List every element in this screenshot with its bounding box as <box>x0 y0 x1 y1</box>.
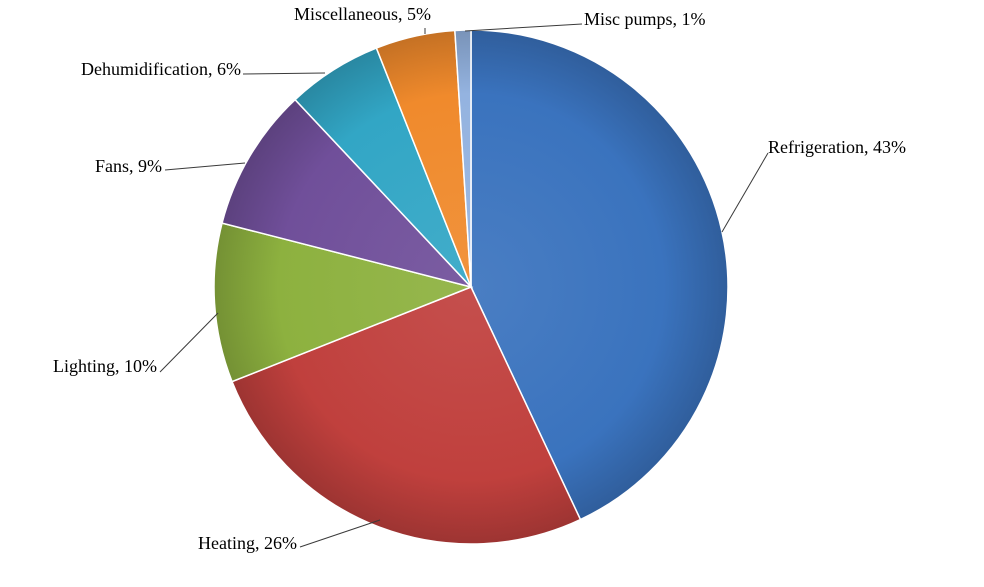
leader-lines-layer <box>159 23 769 548</box>
leader-line-heating <box>299 519 381 548</box>
leader-line-lighting <box>159 312 219 373</box>
data-label-misc-pumps: Misc pumps, 1% <box>584 9 706 29</box>
data-label-dehumidification: Dehumidification, 6% <box>81 59 241 79</box>
data-label-heating: Heating, 26% <box>198 533 297 553</box>
leader-line-dehumidification <box>242 72 326 75</box>
pie-slice-lighting <box>213 222 474 383</box>
pie-slice-refrigeration <box>470 29 729 521</box>
leader-line-refrigeration <box>721 152 769 233</box>
pie-slice-fans <box>221 98 474 289</box>
data-label-miscellaneous: Miscellaneous, 5% <box>294 4 431 24</box>
data-label-fans: Fans, 9% <box>95 156 162 176</box>
slices-layer <box>213 29 729 545</box>
data-label-lighting: Lighting, 10% <box>53 356 157 376</box>
leader-line-misc-pumps <box>464 23 583 32</box>
pie-slice-heating <box>231 286 582 545</box>
data-label-refrigeration: Refrigeration, 43% <box>768 137 906 157</box>
leader-line-fans <box>164 162 246 171</box>
pie-slice-misc-pumps <box>454 29 472 288</box>
labels-layer: Refrigeration, 43% Heating, 26% Lighting, … <box>53 4 906 553</box>
